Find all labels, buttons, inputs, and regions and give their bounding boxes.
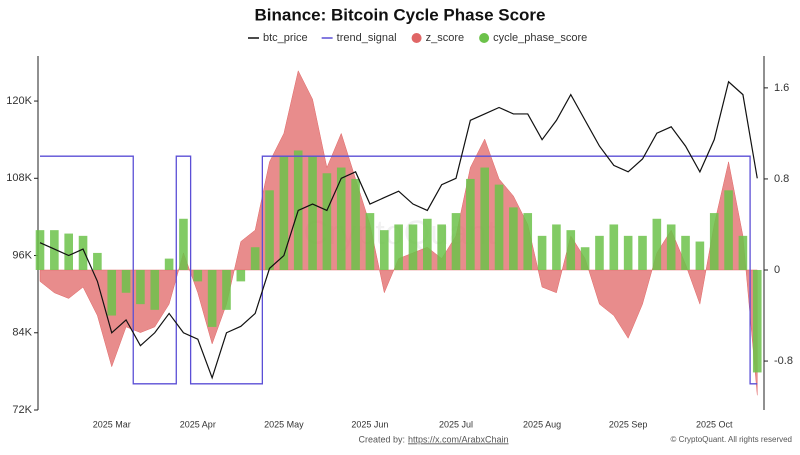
x-tick-label: 2025 Mar [93, 419, 131, 429]
bar [207, 269, 217, 327]
y-tick-label: 108K [6, 172, 32, 184]
legend-label: trend_signal [337, 32, 397, 44]
bar [394, 224, 403, 270]
bar [236, 269, 246, 282]
bar [279, 156, 289, 270]
bar [738, 235, 748, 270]
bar [93, 252, 102, 270]
bar [179, 218, 188, 270]
x-tick-label: 2025 Aug [523, 419, 561, 429]
bar [566, 230, 576, 270]
bar [150, 269, 160, 310]
bar [609, 224, 619, 270]
trend-line [40, 155, 758, 385]
x-tick-label: 2025 Oct [696, 419, 733, 429]
legend-swatch [479, 33, 490, 43]
bar [250, 247, 260, 270]
bar [709, 213, 719, 270]
bar [652, 218, 662, 270]
bar [437, 224, 446, 270]
bar [752, 269, 762, 373]
bar [552, 224, 561, 270]
bar [523, 213, 533, 270]
bar [35, 230, 45, 270]
bar [351, 178, 360, 270]
bar [537, 235, 547, 270]
chart-title: Binance: Bitcoin Cycle Phase Score [255, 5, 546, 24]
y2-tick-label: 1.6 [774, 82, 789, 94]
bar [724, 190, 733, 270]
bar [308, 156, 317, 270]
bar [666, 224, 676, 270]
credit-link[interactable]: https://x.com/ArabxChain [408, 434, 509, 444]
bar [423, 218, 432, 270]
y2-tick-label: -0.8 [774, 355, 793, 367]
x-tick-label: 2025 May [264, 419, 304, 429]
y-tick-label: 84K [12, 327, 32, 339]
bar [480, 167, 490, 270]
bar [638, 235, 647, 270]
bar [164, 258, 174, 270]
bar [466, 178, 475, 270]
y-tick-label: 72K [12, 404, 32, 416]
bar [379, 230, 389, 270]
y2-tick-label: 0.8 [774, 173, 789, 185]
legend-label: cycle_phase_score [493, 32, 587, 44]
bar [222, 269, 231, 310]
legend-swatch [411, 33, 422, 43]
copyright: © CryptoQuant. All rights reserved [671, 435, 793, 444]
x-tick-label: 2025 Jun [351, 419, 388, 429]
bar [64, 233, 73, 270]
credit: Created by: [358, 434, 405, 444]
bar [193, 269, 203, 282]
y-tick-label: 96K [12, 249, 32, 261]
bar [136, 269, 145, 305]
x-tick-label: 2025 Apr [180, 419, 216, 429]
bar [336, 167, 346, 270]
price-line [39, 80, 758, 380]
bar [408, 224, 418, 270]
x-tick-label: 2025 Jul [439, 419, 473, 429]
y-tick-label: 120K [6, 95, 32, 107]
bar [580, 247, 590, 270]
legend-label: btc_price [263, 32, 308, 44]
bar [595, 235, 604, 270]
bar [365, 213, 375, 270]
bar [50, 230, 59, 270]
bar [451, 213, 461, 270]
bar [322, 173, 332, 270]
bar [265, 190, 274, 270]
bar [509, 207, 518, 270]
bar [681, 235, 690, 270]
bar [121, 269, 131, 293]
legend-label: z_score [426, 32, 465, 44]
x-tick-label: 2025 Sep [609, 419, 648, 429]
bar [78, 235, 88, 270]
bar [494, 184, 504, 270]
bar [623, 235, 633, 270]
bar [107, 269, 117, 316]
y2-tick-label: 0 [774, 264, 780, 276]
bar [695, 241, 705, 270]
